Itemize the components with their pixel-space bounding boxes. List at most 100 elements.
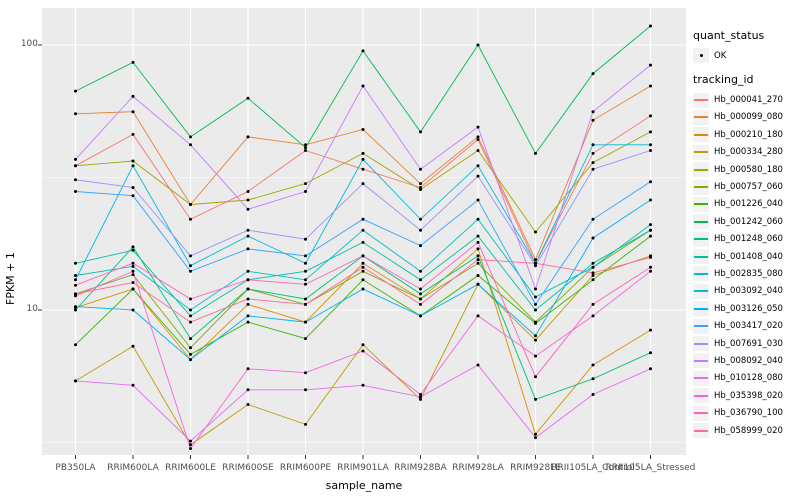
data-point bbox=[476, 43, 480, 47]
data-point bbox=[534, 302, 537, 306]
series-color-line-icon bbox=[694, 220, 708, 223]
data-point bbox=[246, 297, 250, 301]
data-point bbox=[361, 240, 365, 244]
data-point bbox=[246, 302, 250, 306]
data-point bbox=[591, 314, 595, 318]
data-point bbox=[534, 261, 537, 265]
data-point bbox=[246, 278, 250, 282]
data-point bbox=[649, 24, 652, 28]
data-point bbox=[649, 198, 652, 202]
data-point bbox=[304, 146, 307, 150]
data-point bbox=[304, 149, 307, 152]
data-point bbox=[304, 297, 307, 301]
series-color-line-icon bbox=[694, 342, 708, 345]
data-point bbox=[591, 278, 595, 282]
series-color-line-icon bbox=[694, 394, 708, 397]
legend-item-label: Hb_000210_180 bbox=[714, 129, 783, 140]
data-point bbox=[649, 114, 652, 118]
data-point bbox=[591, 302, 595, 306]
y-tick-label-100: 100 bbox=[20, 39, 38, 49]
legend-item-label: Hb_000334_280 bbox=[714, 147, 783, 158]
x-tick-label-RRIM600LA: RRIM600LA bbox=[107, 463, 159, 473]
legend-key-box bbox=[693, 266, 709, 282]
series-color-line-icon bbox=[694, 168, 708, 171]
data-point bbox=[534, 258, 537, 262]
legend-item-label: Hb_001226_040 bbox=[714, 199, 783, 210]
data-point bbox=[304, 282, 307, 286]
data-point bbox=[419, 244, 422, 248]
series-color-line-icon bbox=[694, 151, 708, 154]
data-point bbox=[591, 377, 595, 381]
data-point bbox=[649, 180, 652, 184]
data-point bbox=[419, 228, 422, 232]
data-point bbox=[591, 265, 595, 269]
data-point bbox=[419, 292, 422, 296]
data-point bbox=[304, 269, 307, 273]
data-point bbox=[591, 363, 595, 367]
data-point bbox=[189, 308, 192, 312]
data-point bbox=[304, 422, 307, 426]
data-point bbox=[74, 283, 77, 287]
data-point bbox=[304, 302, 307, 306]
data-point bbox=[189, 439, 192, 443]
data-point bbox=[246, 367, 250, 371]
data-point bbox=[649, 367, 652, 371]
data-point bbox=[74, 89, 77, 93]
series-color-line-icon bbox=[694, 377, 708, 380]
data-point bbox=[534, 308, 537, 312]
data-point bbox=[649, 228, 652, 232]
data-point bbox=[246, 135, 250, 139]
legend: quant_status OK tracking_id Hb_000041_27… bbox=[693, 29, 799, 440]
data-point bbox=[189, 135, 192, 139]
data-point bbox=[534, 354, 537, 358]
data-point bbox=[419, 393, 422, 396]
data-point bbox=[361, 157, 365, 161]
data-point bbox=[591, 167, 595, 171]
series-color-line-icon bbox=[694, 203, 708, 206]
legend-item-label: Hb_002835_080 bbox=[714, 268, 783, 279]
series-color-line-icon bbox=[694, 290, 708, 293]
data-point bbox=[476, 217, 480, 221]
legend-item-label: Hb_000099_080 bbox=[714, 112, 783, 123]
data-point bbox=[476, 234, 480, 238]
x-tick-label-RRIM928LA: RRIM928LA bbox=[452, 463, 504, 473]
data-point bbox=[419, 130, 422, 134]
data-point bbox=[189, 358, 192, 362]
legend-key-box bbox=[693, 196, 709, 212]
series-color-line-icon bbox=[694, 133, 708, 136]
data-point bbox=[534, 334, 537, 338]
data-point bbox=[649, 351, 652, 355]
data-point bbox=[476, 274, 480, 277]
panel-background bbox=[42, 8, 686, 455]
data-point bbox=[131, 159, 135, 163]
data-point bbox=[189, 447, 192, 451]
data-point bbox=[131, 60, 135, 64]
data-point bbox=[131, 383, 135, 387]
x-tick-label-RRIM928BA: RRIM928BA bbox=[394, 463, 447, 473]
data-point bbox=[304, 337, 307, 341]
data-point bbox=[131, 261, 135, 265]
data-point bbox=[189, 254, 192, 258]
x-tick-label-RRIM928LE: RRIM928LE bbox=[510, 463, 561, 473]
series-color-line-icon bbox=[694, 325, 708, 328]
data-point bbox=[131, 344, 135, 348]
data-point bbox=[476, 135, 480, 139]
legend-key-box bbox=[693, 214, 709, 230]
data-point bbox=[591, 274, 595, 277]
legend-item-Hb_003092_040: Hb_003092_040 bbox=[693, 283, 799, 299]
legend-item-Hb_001408_040: Hb_001408_040 bbox=[693, 249, 799, 265]
data-point bbox=[189, 264, 192, 268]
data-point bbox=[304, 143, 307, 147]
data-point bbox=[591, 151, 595, 155]
data-point bbox=[74, 190, 77, 193]
data-point bbox=[649, 234, 652, 238]
legend-key-box bbox=[693, 48, 709, 64]
legend-key-box bbox=[693, 283, 709, 299]
legend-item-Hb_003126_050: Hb_003126_050 bbox=[693, 301, 799, 317]
data-point bbox=[649, 269, 652, 273]
legend-item-label: Hb_007691_030 bbox=[714, 338, 783, 349]
data-point bbox=[534, 264, 537, 268]
legend-title-tracking-id: tracking_id bbox=[693, 73, 754, 87]
data-point bbox=[131, 245, 135, 249]
data-point bbox=[591, 110, 595, 114]
